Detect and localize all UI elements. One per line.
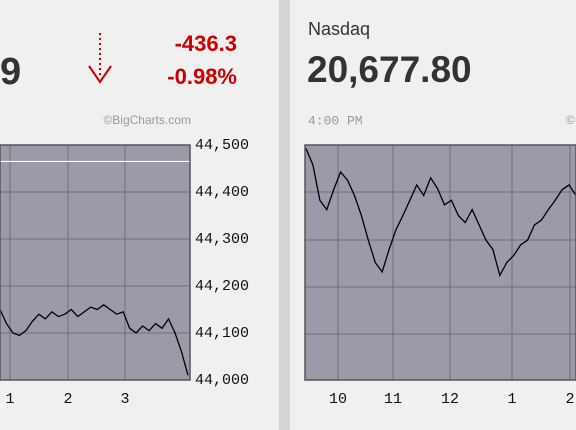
x-tick-label: 1	[5, 391, 14, 408]
x-tick-label: 2	[63, 391, 72, 408]
plot-border	[0, 144, 191, 381]
y-tick-label: 44,000	[195, 372, 249, 389]
price-line	[305, 148, 576, 278]
x-tick-label: 12	[441, 391, 459, 408]
index-value: 20,677.80	[307, 49, 472, 90]
y-tick-label: 44,400	[195, 184, 249, 201]
x-tick-label: 10	[329, 391, 347, 408]
y-tick-label: 44,300	[195, 231, 249, 248]
plot-border	[304, 144, 576, 381]
credit: ©BigCharts.com	[103, 113, 191, 127]
x-tick-label: 2	[565, 391, 574, 408]
x-tick-label: 11	[384, 391, 402, 408]
x-tick-label: 1	[507, 391, 516, 408]
plot-area	[0, 145, 190, 380]
y-tick-label: 44,500	[195, 137, 249, 154]
y-tick-label: 44,200	[195, 278, 249, 295]
plot-area	[305, 145, 576, 380]
credit: ©	[566, 113, 575, 127]
index-name: Nasdaq	[308, 19, 370, 39]
x-tick-label: 3	[120, 391, 129, 408]
down-arrow	[88, 33, 112, 84]
change: -436.3	[175, 31, 237, 56]
time: 4:00 PM	[308, 113, 363, 128]
price-line	[0, 303, 189, 376]
change-percent: -0.98%	[167, 64, 237, 89]
y-tick-label: 44,100	[195, 325, 249, 342]
index-value: 9	[0, 51, 21, 93]
